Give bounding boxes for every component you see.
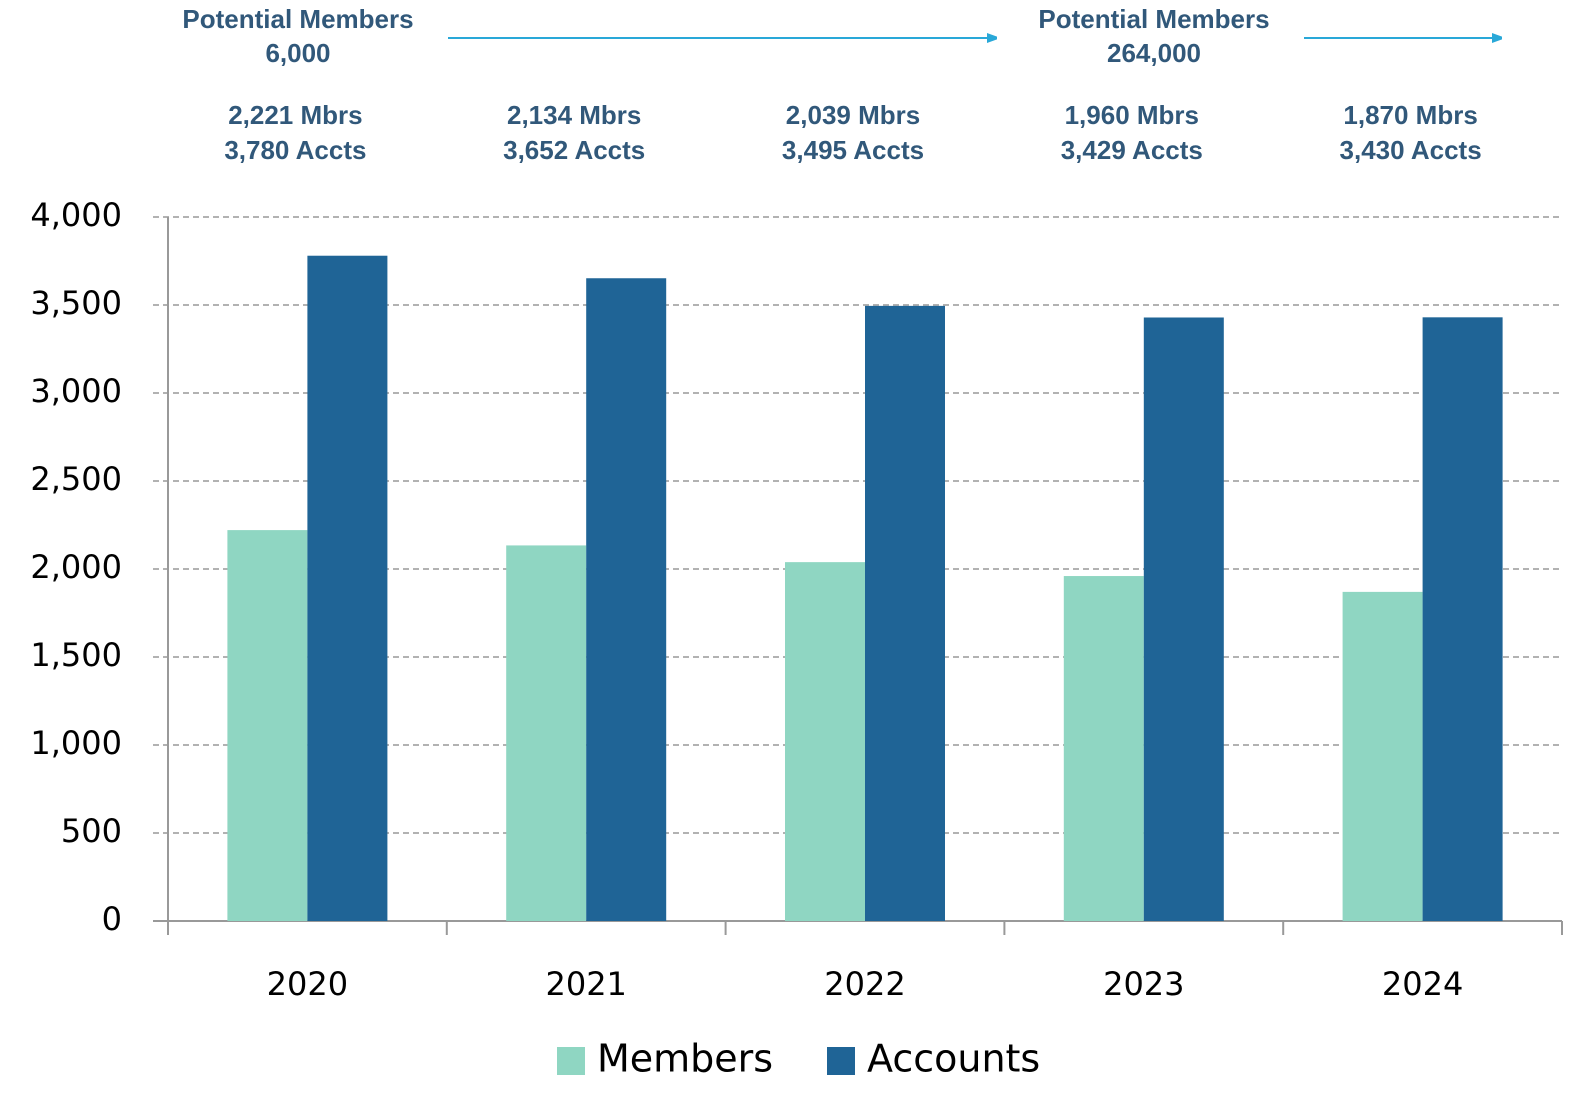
bar (1342, 591, 1423, 921)
y-tick-label: 1,500 (30, 636, 122, 674)
bar (1063, 576, 1144, 921)
bar (1422, 317, 1503, 921)
x-tick-label: 2023 (1103, 965, 1184, 1003)
legend-swatch (827, 1047, 855, 1075)
bar (307, 255, 388, 922)
y-tick-label: 4,000 (30, 196, 122, 234)
data-label: 2,221 Mbrs (228, 100, 362, 130)
x-tick-label: 2021 (545, 965, 626, 1003)
data-label: 2,134 Mbrs (507, 100, 641, 130)
data-label: 3,430 Accts (1340, 135, 1482, 165)
bar (227, 530, 308, 921)
bar (865, 305, 945, 921)
bar (785, 562, 865, 921)
annotation-value: 264,000 (1107, 38, 1201, 68)
bar (586, 278, 667, 921)
data-label: 3,780 Accts (224, 135, 366, 165)
x-tick-label: 2022 (824, 965, 905, 1003)
y-tick-label: 2,000 (30, 548, 122, 586)
data-label: 3,652 Accts (503, 135, 645, 165)
legend-swatch (557, 1047, 585, 1075)
y-tick-label: 3,500 (30, 284, 122, 322)
y-tick-label: 500 (61, 812, 122, 850)
data-label: 1,870 Mbrs (1343, 100, 1477, 130)
annotation-title: Potential Members (182, 4, 413, 34)
x-tick-label: 2024 (1382, 965, 1463, 1003)
data-label: 3,495 Accts (782, 135, 924, 165)
annotation-value: 6,000 (265, 38, 330, 68)
data-label: 2,039 Mbrs (786, 100, 920, 130)
y-tick-label: 2,500 (30, 460, 122, 498)
y-tick-label: 0 (102, 900, 122, 938)
x-tick-label: 2020 (267, 965, 348, 1003)
y-tick-label: 1,000 (30, 724, 122, 762)
legend-label: Accounts (867, 1037, 1040, 1081)
legend-label: Members (597, 1037, 773, 1081)
bar (1143, 317, 1224, 922)
data-label: 1,960 Mbrs (1065, 100, 1199, 130)
y-tick-label: 3,000 (30, 372, 122, 410)
annotation-title: Potential Members (1038, 4, 1269, 34)
bar (506, 545, 587, 921)
data-label: 3,429 Accts (1061, 135, 1203, 165)
